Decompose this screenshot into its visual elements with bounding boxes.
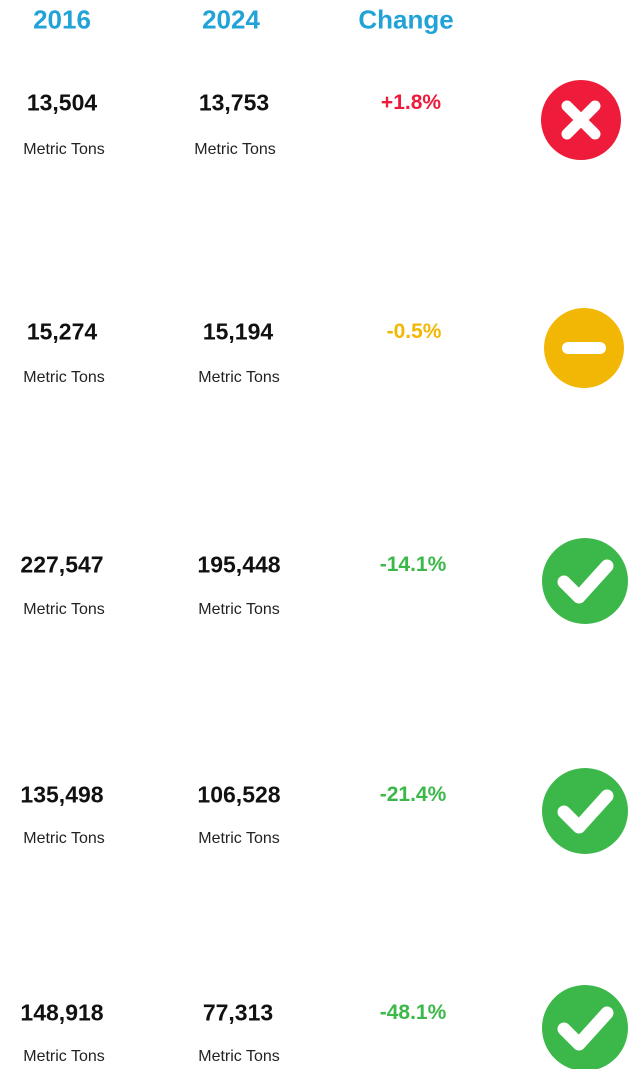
- value-2016: 15,274: [26, 318, 98, 345]
- unit: Metric Tons: [23, 601, 105, 618]
- change: -21.4%: [379, 783, 447, 806]
- column-header: 2016: [33, 4, 91, 35]
- unit: Metric Tons: [23, 141, 105, 158]
- status-bad-icon: [541, 80, 621, 160]
- value-2024: 77,313: [202, 999, 274, 1026]
- value-2016: 13,504: [26, 89, 98, 116]
- unit: Metric Tons: [23, 1048, 105, 1065]
- value-2016: 227,547: [20, 551, 104, 578]
- change: -14.1%: [379, 553, 447, 576]
- column-header: 2024: [202, 4, 260, 35]
- change: +1.8%: [380, 91, 442, 114]
- unit: Metric Tons: [198, 601, 280, 618]
- value-2016: 135,498: [20, 781, 104, 808]
- value-2024: 15,194: [202, 318, 274, 345]
- value-2016: 148,918: [20, 999, 104, 1026]
- unit: Metric Tons: [198, 1048, 280, 1065]
- unit: Metric Tons: [198, 830, 280, 847]
- unit: Metric Tons: [198, 369, 280, 386]
- unit: Metric Tons: [194, 141, 276, 158]
- status-good-icon: [542, 768, 628, 854]
- unit: Metric Tons: [23, 369, 105, 386]
- status-good-icon: [542, 538, 628, 624]
- unit: Metric Tons: [23, 830, 105, 847]
- change: -48.1%: [379, 1001, 447, 1024]
- status-good-icon: [542, 985, 628, 1069]
- value-2024: 106,528: [197, 781, 281, 808]
- status-neutral-icon: [544, 308, 624, 388]
- value-2024: 195,448: [197, 551, 281, 578]
- value-2024: 13,753: [198, 89, 270, 116]
- change: -0.5%: [386, 320, 442, 343]
- column-header: Change: [358, 4, 454, 35]
